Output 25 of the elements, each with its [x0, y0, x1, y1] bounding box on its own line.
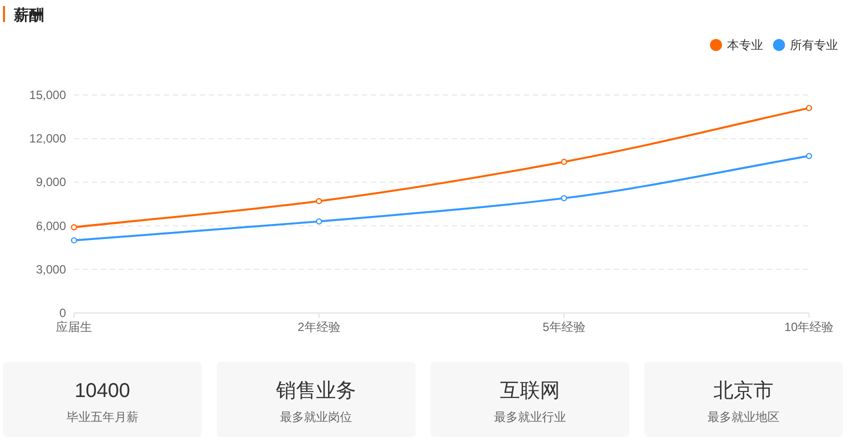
- point: [806, 104, 812, 112]
- y-tick-label: 3,000: [36, 262, 66, 276]
- y-tick-label: 9,000: [36, 175, 66, 190]
- y-tick-label: 6,000: [36, 218, 66, 233]
- point: [316, 218, 322, 225]
- point: [316, 198, 322, 204]
- legend-label: 本专业: [727, 38, 763, 52]
- y-tick-label: 15,000: [29, 88, 66, 102]
- y-tick-label: 12,000: [29, 132, 66, 146]
- point: [70, 237, 78, 244]
- point: [560, 195, 568, 202]
- card: 北京市 最多就业地区: [644, 362, 843, 437]
- legend-label: 所有专业: [790, 38, 838, 52]
- card: 销售业务 最多就业岗位: [216, 362, 416, 437]
- x-tick-label: 10年经验: [784, 320, 834, 334]
- chart-title: 薪酬: [13, 7, 44, 24]
- card: 10400 毕业五年月薪: [3, 362, 202, 437]
- x-tick-label: 2年经验: [298, 320, 340, 334]
- point: [560, 158, 568, 165]
- card: 互联网 最多就业行业: [430, 362, 630, 437]
- x-tick-label: 应届生: [56, 320, 92, 334]
- y-tick-label: 0: [59, 306, 66, 320]
- point: [806, 152, 812, 160]
- x-tick-label: 5年经验: [542, 320, 586, 334]
- point: [70, 224, 78, 230]
